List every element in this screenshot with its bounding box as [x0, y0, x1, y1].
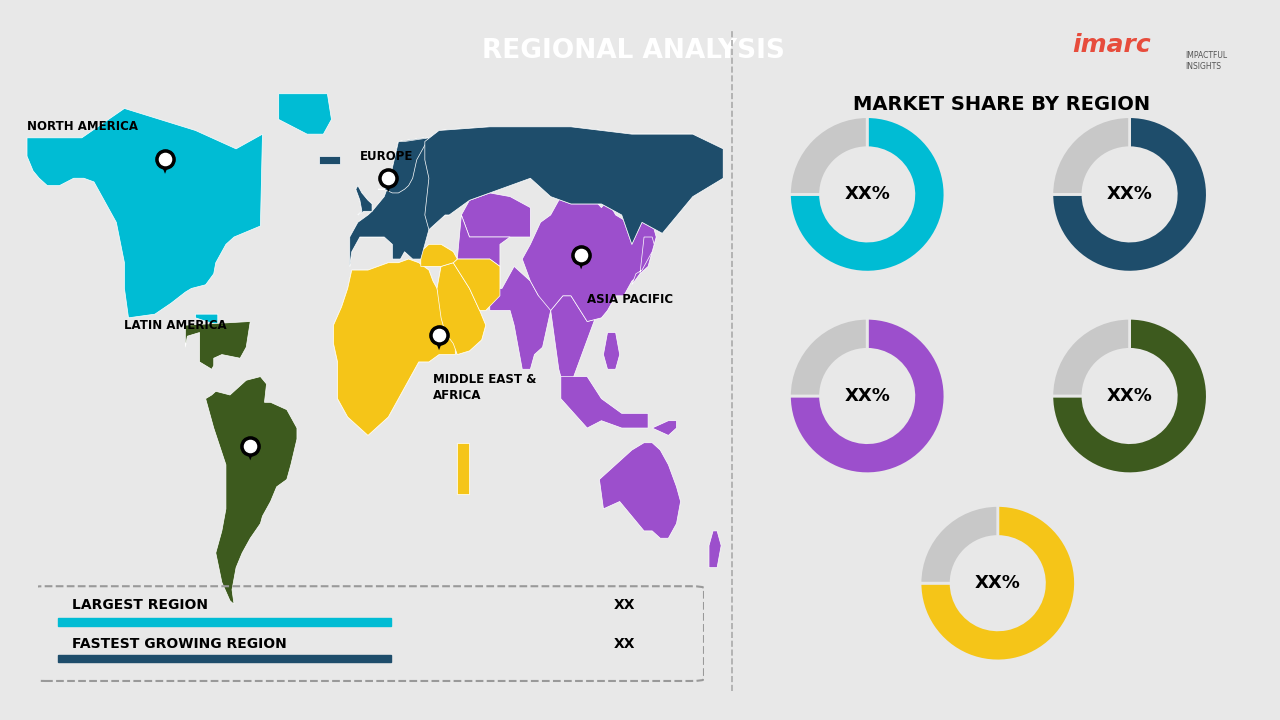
Polygon shape: [334, 259, 456, 436]
Polygon shape: [603, 333, 620, 369]
Polygon shape: [457, 443, 470, 494]
Polygon shape: [356, 186, 372, 215]
Polygon shape: [550, 222, 657, 384]
Polygon shape: [206, 377, 297, 604]
Bar: [59, 618, 392, 626]
Polygon shape: [385, 185, 392, 192]
Polygon shape: [247, 453, 253, 460]
Polygon shape: [457, 215, 511, 266]
Point: [571, 249, 591, 261]
Polygon shape: [356, 186, 372, 215]
Polygon shape: [421, 244, 457, 266]
Polygon shape: [561, 377, 648, 428]
Point: [429, 330, 449, 341]
Point: [378, 172, 398, 184]
Polygon shape: [378, 138, 429, 193]
Point: [155, 153, 175, 165]
Polygon shape: [378, 138, 429, 193]
Text: IMPACTFUL
INSIGHTS: IMPACTFUL INSIGHTS: [1185, 50, 1228, 71]
Polygon shape: [425, 127, 723, 244]
Polygon shape: [453, 259, 500, 310]
Polygon shape: [461, 193, 530, 237]
Point: [429, 330, 449, 341]
Text: imarc: imarc: [1073, 32, 1151, 57]
Polygon shape: [599, 443, 681, 539]
Text: ASIA PACIFIC: ASIA PACIFIC: [588, 293, 673, 306]
Polygon shape: [279, 94, 332, 134]
Polygon shape: [425, 127, 723, 244]
Text: REGIONAL ANALYSIS: REGIONAL ANALYSIS: [483, 38, 785, 64]
Polygon shape: [709, 531, 721, 567]
Polygon shape: [490, 266, 563, 369]
Polygon shape: [421, 244, 457, 266]
Polygon shape: [334, 259, 456, 436]
Text: LATIN AMERICA: LATIN AMERICA: [124, 319, 227, 332]
Wedge shape: [790, 117, 945, 272]
Point: [571, 249, 591, 261]
Text: XX%: XX%: [845, 387, 890, 405]
Text: EUROPE: EUROPE: [360, 150, 413, 163]
Wedge shape: [920, 505, 998, 583]
Text: XX%: XX%: [845, 186, 890, 204]
Wedge shape: [1052, 318, 1130, 396]
Polygon shape: [436, 343, 442, 350]
Wedge shape: [1052, 318, 1207, 474]
Polygon shape: [632, 237, 654, 285]
Polygon shape: [196, 314, 218, 325]
Text: XX: XX: [613, 598, 635, 613]
Point: [241, 440, 261, 451]
Point: [241, 440, 261, 451]
Polygon shape: [425, 127, 723, 244]
Polygon shape: [319, 156, 339, 163]
Text: MIDDLE EAST &
AFRICA: MIDDLE EAST & AFRICA: [433, 373, 536, 402]
Polygon shape: [319, 156, 339, 163]
Wedge shape: [790, 117, 868, 194]
Polygon shape: [436, 263, 485, 354]
Wedge shape: [1052, 117, 1207, 272]
Polygon shape: [163, 166, 168, 174]
Wedge shape: [790, 318, 945, 474]
Polygon shape: [356, 186, 372, 215]
Wedge shape: [790, 318, 868, 396]
Point: [155, 153, 175, 165]
Text: MARKET SHARE BY REGION: MARKET SHARE BY REGION: [852, 95, 1151, 114]
Polygon shape: [436, 263, 485, 354]
Point: [378, 172, 398, 184]
Polygon shape: [349, 138, 449, 266]
Polygon shape: [27, 109, 262, 318]
Text: XX: XX: [613, 636, 635, 651]
Text: NORTH AMERICA: NORTH AMERICA: [27, 120, 138, 133]
Polygon shape: [349, 138, 449, 266]
Text: LARGEST REGION: LARGEST REGION: [72, 598, 207, 613]
Polygon shape: [522, 197, 657, 322]
Text: XX%: XX%: [1107, 186, 1152, 204]
Wedge shape: [1052, 117, 1130, 194]
Text: XX%: XX%: [975, 575, 1020, 592]
Polygon shape: [349, 138, 449, 266]
Polygon shape: [378, 138, 429, 193]
Polygon shape: [319, 156, 339, 163]
Wedge shape: [920, 505, 1075, 661]
Text: FASTEST GROWING REGION: FASTEST GROWING REGION: [72, 636, 287, 651]
Polygon shape: [453, 259, 500, 310]
Polygon shape: [579, 262, 584, 269]
Bar: [59, 654, 392, 662]
Polygon shape: [186, 322, 251, 369]
Polygon shape: [653, 420, 677, 436]
Polygon shape: [457, 443, 470, 494]
Text: XX%: XX%: [1107, 387, 1152, 405]
